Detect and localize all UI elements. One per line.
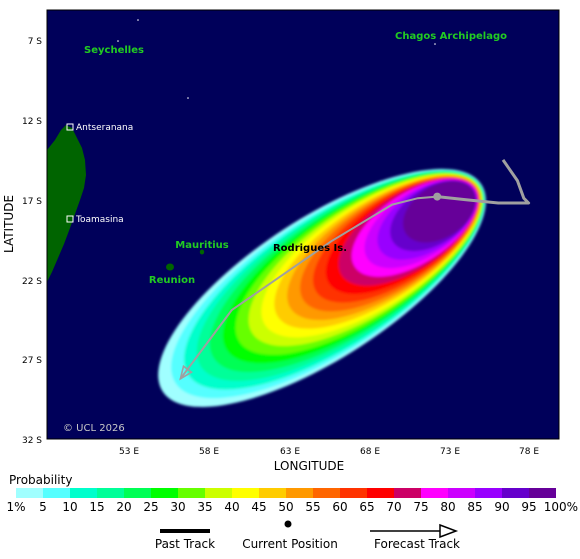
- lon-tick: 68 E: [360, 447, 380, 457]
- seychelles-dot: [117, 40, 119, 42]
- chagos-dot: [434, 43, 436, 45]
- lat-tick: 12 S: [22, 117, 42, 127]
- colorbar-label: 15: [89, 500, 104, 514]
- colorbar-swatch: [502, 488, 529, 498]
- probability-labels: 1% 5 10 15 20 25 30 35 40 45 50 55 60 65 70 75 80 85 90 95 1…: [6, 500, 578, 514]
- colorbar-swatch: [286, 488, 313, 498]
- lon-tick: 73 E: [440, 447, 460, 457]
- lat-tick: 27 S: [22, 356, 42, 366]
- colorbar-label: 55: [305, 500, 320, 514]
- colorbar-swatch: [340, 488, 367, 498]
- colorbar-swatch: [367, 488, 394, 498]
- colorbar-label: 90: [494, 500, 509, 514]
- colorbar-label: 35: [197, 500, 212, 514]
- colorbar-label: 10: [62, 500, 77, 514]
- colorbar-label: 95: [521, 500, 536, 514]
- colorbar-swatch: [421, 488, 448, 498]
- reunion-island: [166, 263, 174, 271]
- colorbar-label: 45: [251, 500, 266, 514]
- lon-tick: 53 E: [119, 447, 139, 457]
- colorbar-label: 40: [224, 500, 239, 514]
- forecast-track-arrowhead: [179, 364, 193, 381]
- colorbar-swatch: [259, 488, 286, 498]
- madagascar-landmass: [47, 125, 86, 282]
- lat-tick: 17 S: [22, 197, 42, 207]
- forecast-track-legend-label: Forecast Track: [374, 537, 460, 551]
- x-axis-label: LONGITUDE: [274, 459, 344, 473]
- y-axis-label: LATITUDE: [2, 195, 16, 253]
- past-track-legend-label: Past Track: [155, 537, 215, 551]
- colorbar-swatch: [475, 488, 502, 498]
- forecast-track-legend-arrow: [439, 523, 459, 539]
- label-mauritius: Mauritius: [175, 240, 229, 251]
- past-track-line: [437, 159, 531, 205]
- probability-colorbar: [16, 488, 556, 498]
- lat-tick: 32 S: [22, 436, 42, 446]
- colorbar-label: 65: [359, 500, 374, 514]
- colorbar-swatch: [124, 488, 151, 498]
- colorbar-label: 50: [278, 500, 293, 514]
- forecast-track-line: [179, 195, 438, 380]
- colorbar-swatch: [151, 488, 178, 498]
- colorbar-label: 75: [413, 500, 428, 514]
- lat-tick: 22 S: [22, 277, 42, 287]
- swath-band: [402, 180, 476, 243]
- colorbar-label: 80: [440, 500, 455, 514]
- colorbar-label: 25: [143, 500, 158, 514]
- colorbar-swatch: [16, 488, 43, 498]
- colorbar-swatch: [313, 488, 340, 498]
- latitude-ticks: 7 S 12 S 17 S 22 S 27 S 32 S: [22, 37, 42, 446]
- colorbar-label: 20: [116, 500, 131, 514]
- current-position-legend-dot: [284, 520, 292, 528]
- lon-tick: 58 E: [199, 447, 219, 457]
- lon-tick: 63 E: [280, 447, 300, 457]
- current-position-legend-label: Current Position: [242, 537, 338, 551]
- colorbar-swatch: [178, 488, 205, 498]
- colorbar-swatch: [448, 488, 475, 498]
- city-marker-antseranana: [66, 123, 74, 131]
- label-antseranana: Antseranana: [76, 123, 133, 133]
- colorbar-swatch: [70, 488, 97, 498]
- label-chagos: Chagos Archipelago: [395, 31, 507, 42]
- colorbar-swatch: [205, 488, 232, 498]
- lon-tick: 78 E: [519, 447, 539, 457]
- plot-frame: [46, 9, 560, 440]
- probability-swath: [158, 169, 486, 407]
- legend-title: Probability: [9, 473, 72, 487]
- colorbar-label: 30: [170, 500, 185, 514]
- island-dot: [137, 19, 139, 21]
- island-dot: [187, 97, 189, 99]
- colorbar-label: 1%: [6, 500, 25, 514]
- colorbar-label: 60: [332, 500, 347, 514]
- label-reunion: Reunion: [149, 275, 195, 286]
- label-rodrigues: Rodrigues Is.: [273, 243, 347, 254]
- label-toamasina: Toamasina: [75, 215, 124, 225]
- mauritius-island: [199, 249, 205, 255]
- colorbar-label: 70: [386, 500, 401, 514]
- current-position-marker: [433, 192, 442, 201]
- colorbar-label: 100%: [544, 500, 578, 514]
- colorbar-label: 5: [39, 500, 47, 514]
- longitude-ticks: 53 E 58 E 63 E 68 E 73 E 78 E: [119, 447, 539, 457]
- colorbar-label: 85: [467, 500, 482, 514]
- label-seychelles: Seychelles: [84, 45, 144, 56]
- colorbar-swatch: [232, 488, 259, 498]
- city-marker-toamasina: [66, 215, 74, 223]
- colorbar-swatch: [529, 488, 556, 498]
- copyright-text: © UCL 2026: [63, 423, 125, 434]
- colorbar-swatch: [97, 488, 124, 498]
- lat-tick: 7 S: [28, 37, 43, 47]
- colorbar-swatch: [394, 488, 421, 498]
- colorbar-swatch: [43, 488, 70, 498]
